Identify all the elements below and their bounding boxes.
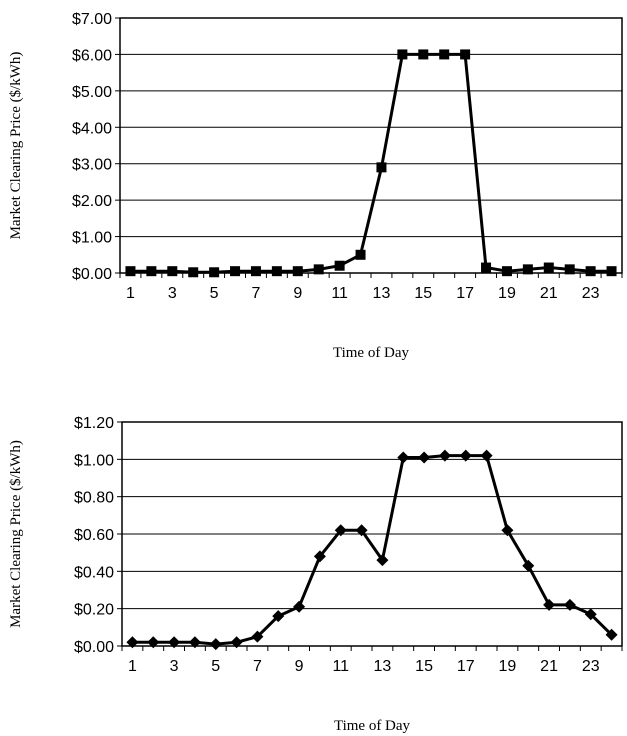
data-point-square bbox=[167, 266, 178, 277]
data-point-diamond bbox=[397, 451, 410, 464]
x-tick-label: 23 bbox=[582, 658, 600, 675]
chart-2-svg: $0.00$0.20$0.40$0.60$0.80$1.00$1.201 3 5 7 9… bbox=[8, 415, 623, 734]
y-tick-label: $1.00 bbox=[72, 230, 112, 247]
x-tick-label: 15 bbox=[414, 285, 432, 302]
y-tick-label: $0.00 bbox=[72, 266, 112, 283]
x-tick-label: 1 bbox=[126, 285, 135, 302]
data-point-square bbox=[606, 266, 617, 277]
x-tick-label: 13 bbox=[373, 285, 391, 302]
y-tick-label: $5.00 bbox=[72, 84, 112, 101]
x-tick-label: 3 bbox=[168, 285, 177, 302]
x-tick-label: 7 bbox=[253, 658, 262, 675]
data-point-square bbox=[481, 262, 492, 273]
data-point-diamond bbox=[126, 636, 139, 649]
data-point-diamond bbox=[376, 554, 389, 567]
y-tick-label: $0.60 bbox=[74, 527, 114, 544]
y-tick-label: $2.00 bbox=[72, 193, 112, 210]
y-tick-label: $0.80 bbox=[74, 490, 114, 507]
x-axis-title: Time of Day bbox=[333, 345, 410, 361]
x-tick-label: 9 bbox=[293, 285, 302, 302]
data-point-square bbox=[125, 266, 136, 277]
data-point-square bbox=[292, 266, 303, 277]
data-point-square bbox=[376, 162, 387, 173]
data-point-square bbox=[522, 264, 533, 275]
chart-1-svg: $0.00 $1.00 $2.00 $3.00 $4.00 $5.00 $6.00 $7.00… bbox=[8, 11, 623, 361]
data-point-diamond bbox=[459, 449, 472, 462]
y-tick-label: $1.20 bbox=[74, 415, 114, 432]
data-point-square bbox=[501, 266, 512, 277]
data-point-diamond bbox=[230, 636, 243, 649]
x-tick-label: 21 bbox=[540, 285, 558, 302]
data-point-diamond bbox=[188, 636, 201, 649]
x-tick-label: 5 bbox=[211, 658, 220, 675]
data-point-square bbox=[209, 267, 220, 278]
y-tick-label: $4.00 bbox=[72, 120, 112, 137]
data-point-diamond bbox=[209, 638, 222, 651]
data-point-square bbox=[418, 49, 429, 60]
data-point-diamond bbox=[605, 628, 618, 641]
data-point-diamond bbox=[293, 600, 306, 613]
data-point-square bbox=[230, 266, 241, 277]
data-point-square bbox=[271, 266, 282, 277]
plot-area bbox=[119, 17, 623, 274]
x-tick-label: 17 bbox=[457, 658, 475, 675]
data-point-diamond bbox=[272, 610, 285, 623]
data-point-diamond bbox=[168, 636, 181, 649]
y-axis-title: Market Clearing Price ($/kWh) bbox=[8, 440, 24, 628]
x-axis-title: Time of Day bbox=[334, 718, 411, 734]
x-tick-label: 7 bbox=[252, 285, 261, 302]
data-point-square bbox=[439, 49, 450, 60]
x-tick-label: 1 bbox=[128, 658, 137, 675]
series-line bbox=[132, 454, 613, 646]
x-tick-label: 5 bbox=[210, 285, 219, 302]
x-tick-label: 11 bbox=[332, 658, 349, 675]
data-point-square bbox=[397, 49, 408, 60]
data-point-diamond bbox=[501, 524, 514, 537]
x-tick-label: 19 bbox=[499, 658, 517, 675]
data-point-square bbox=[313, 264, 324, 275]
data-point-square bbox=[250, 266, 261, 277]
data-point-square bbox=[460, 49, 471, 60]
data-point-diamond bbox=[418, 451, 431, 464]
data-point-diamond bbox=[522, 559, 535, 572]
data-point-diamond bbox=[563, 598, 576, 611]
data-point-square bbox=[543, 262, 554, 273]
data-point-diamond bbox=[313, 550, 326, 563]
data-point-diamond bbox=[251, 630, 264, 643]
data-point-square bbox=[146, 266, 157, 277]
x-tick-label: 11 bbox=[331, 285, 348, 302]
data-point-diamond bbox=[334, 524, 347, 537]
x-tick-label: 3 bbox=[170, 658, 179, 675]
data-point-diamond bbox=[584, 608, 597, 621]
y-tick-label: $7.00 bbox=[72, 11, 112, 28]
data-point-diamond bbox=[147, 636, 160, 649]
y-tick-label: $0.40 bbox=[74, 564, 114, 581]
data-point-diamond bbox=[543, 598, 556, 611]
x-tick-label: 17 bbox=[456, 285, 474, 302]
x-tick-label: 21 bbox=[540, 658, 558, 675]
data-point-diamond bbox=[438, 449, 451, 462]
data-point-square bbox=[188, 267, 199, 278]
x-tick-label: 15 bbox=[415, 658, 433, 675]
y-tick-label: $0.20 bbox=[74, 602, 114, 619]
y-tick-label: $1.00 bbox=[74, 452, 114, 469]
data-point-square bbox=[355, 249, 366, 260]
data-point-square bbox=[564, 264, 575, 275]
data-point-diamond bbox=[480, 449, 493, 462]
data-point-square bbox=[585, 266, 596, 277]
price-chart-square-markers: $0.00 $1.00 $2.00 $3.00 $4.00 $5.00 $6.00 $7.00… bbox=[0, 0, 627, 365]
y-tick-label: $6.00 bbox=[72, 47, 112, 64]
x-tick-label: 13 bbox=[374, 658, 392, 675]
price-chart-diamond-markers: $0.00 $0.20 $0.40 $0.60 $0.80 $1.00 $1.20 1 3 5 7 9… bbox=[0, 390, 627, 736]
data-point-diamond bbox=[355, 524, 368, 537]
y-tick-label: $0.00 bbox=[74, 639, 114, 656]
x-tick-label: 9 bbox=[295, 658, 304, 675]
x-tick-label: 19 bbox=[498, 285, 516, 302]
y-axis-title: Market Clearing Price ($/kWh) bbox=[8, 52, 24, 240]
y-tick-label: $3.00 bbox=[72, 157, 112, 174]
x-tick-label: 23 bbox=[582, 285, 600, 302]
data-point-square bbox=[334, 260, 345, 271]
